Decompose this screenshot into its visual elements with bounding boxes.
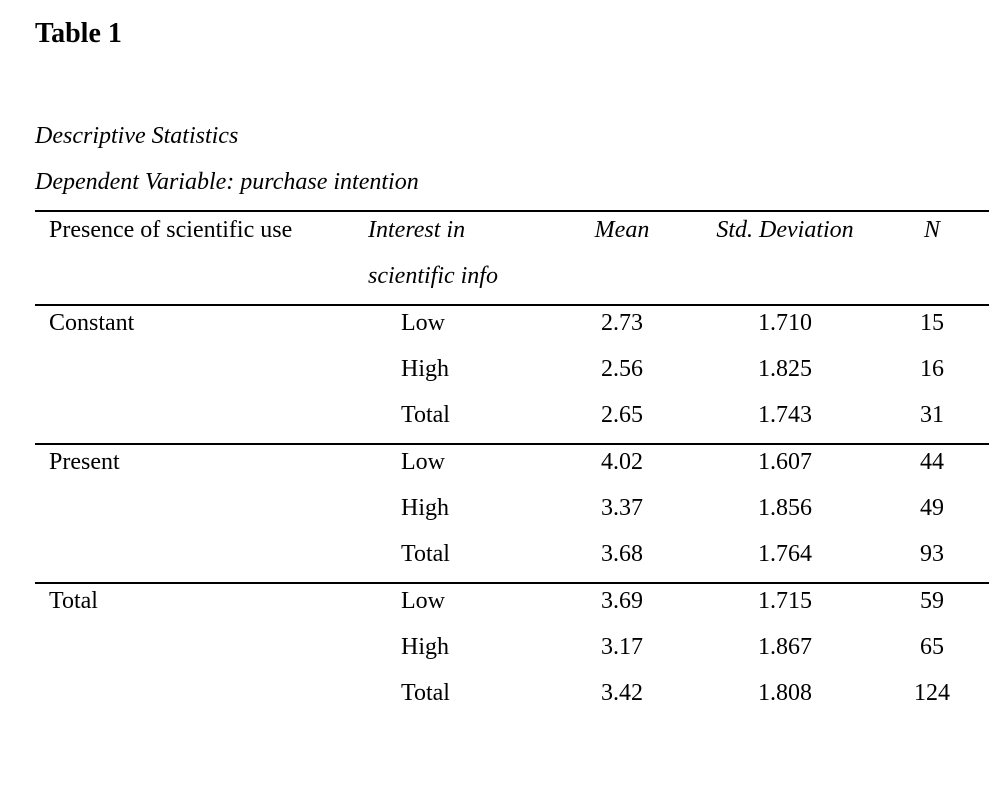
row-std-deviation: 1.743: [758, 402, 812, 428]
table-caption-title: Descriptive Statistics: [35, 123, 239, 149]
header-mean: Mean: [594, 217, 650, 243]
row-std-deviation: 1.715: [758, 588, 812, 614]
row-n: 59: [920, 588, 944, 614]
row-n: 16: [920, 356, 944, 382]
row-std-deviation: 1.856: [758, 495, 812, 521]
row-mean: 3.17: [601, 634, 643, 660]
row-std-deviation: 1.710: [758, 310, 812, 336]
row-mean: 2.56: [601, 356, 643, 382]
row-std-deviation: 1.825: [758, 356, 812, 382]
row-std-deviation: 1.867: [758, 634, 812, 660]
header-interest-line-2: scientific info: [368, 263, 498, 289]
row-n: 124: [914, 680, 950, 706]
row-level: Low: [401, 449, 445, 475]
group-name: Constant: [49, 310, 135, 336]
row-std-deviation: 1.808: [758, 680, 812, 706]
header-interest-line-1: Interest in: [368, 217, 466, 243]
group-name: Total: [49, 588, 98, 614]
row-level: Total: [401, 402, 450, 428]
group-divider-rule: [35, 443, 989, 445]
header-std-deviation: Std. Deviation: [716, 217, 854, 243]
row-mean: 3.69: [601, 588, 643, 614]
row-mean: 3.68: [601, 541, 643, 567]
row-mean: 3.42: [601, 680, 643, 706]
row-level: Total: [401, 680, 450, 706]
row-mean: 2.73: [601, 310, 643, 336]
row-n: 93: [920, 541, 944, 567]
table-number: Table 1: [35, 18, 122, 49]
table-caption-dependent-variable: Dependent Variable: purchase intention: [35, 169, 419, 195]
table-top-rule: [35, 210, 989, 212]
row-level: Total: [401, 541, 450, 567]
row-mean: 2.65: [601, 402, 643, 428]
row-n: 44: [920, 449, 944, 475]
row-mean: 3.37: [601, 495, 643, 521]
row-n: 49: [920, 495, 944, 521]
row-level: High: [401, 495, 449, 521]
row-level: High: [401, 356, 449, 382]
header-n: N: [923, 217, 940, 243]
group-name: Present: [49, 449, 120, 475]
row-level: High: [401, 634, 449, 660]
row-n: 15: [920, 310, 944, 336]
row-n: 31: [920, 402, 944, 428]
row-n: 65: [920, 634, 944, 660]
row-level: Low: [401, 310, 445, 336]
row-std-deviation: 1.607: [758, 449, 812, 475]
header-presence-of-scientific-use: Presence of scientific use: [49, 217, 293, 243]
row-mean: 4.02: [601, 449, 643, 475]
row-std-deviation: 1.764: [758, 541, 812, 567]
group-divider-rule: [35, 582, 989, 584]
header-bottom-rule: [35, 304, 989, 306]
row-level: Low: [401, 588, 445, 614]
